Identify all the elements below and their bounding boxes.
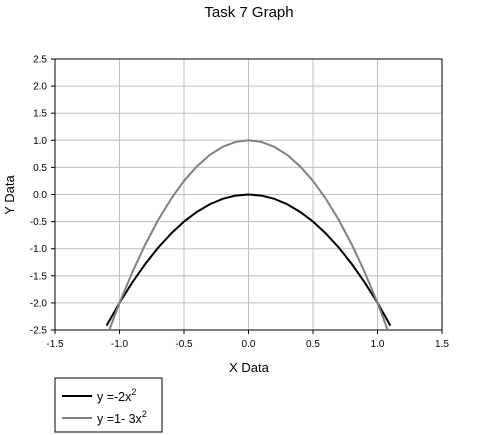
y-tick-label: -0.5: [30, 217, 48, 228]
legend-label-text: y =-2x: [97, 390, 132, 404]
y-tick-label: -2.0: [30, 298, 48, 309]
legend-label-1: y =-2x2: [97, 387, 136, 404]
legend-label-superscript: 2: [142, 409, 147, 419]
y-tick-label: 2.5: [33, 55, 47, 66]
legend-label-text: y =1- 3x: [97, 412, 143, 426]
series-line-1: [105, 193, 392, 327]
series-group: [105, 139, 392, 330]
x-axis: -1.5 -1.0 -0.5 0.0 0.5 1.0 1.5: [46, 330, 449, 350]
y-tick-label: -1.5: [30, 271, 48, 282]
y-tick-label: -1.0: [30, 244, 48, 255]
x-tick-label: -1.5: [46, 339, 64, 350]
y-axis-label: Y Data: [2, 174, 17, 214]
series-line-2: [108, 139, 389, 330]
y-tick-label: 0.5: [33, 163, 47, 174]
legend-label-superscript: 2: [131, 387, 136, 397]
y-tick-label: -2.5: [30, 326, 48, 337]
x-tick-label: -1.0: [111, 339, 129, 350]
x-tick-label: 0.0: [242, 339, 256, 350]
y-axis: 2.5 2.0 1.5 1.0 0.5 0.0 -0.5 -1.0 -1.5 -2.0 -2.5: [30, 55, 55, 337]
y-tick-label: 1.0: [33, 136, 47, 147]
chart-title: Task 7 Graph: [204, 4, 293, 21]
x-axis-label: X Data: [229, 360, 270, 375]
y-tick-label: 1.5: [33, 109, 47, 120]
x-tick-label: 1.5: [435, 339, 449, 350]
y-tick-label: 0.0: [33, 190, 47, 201]
x-tick-label: -0.5: [175, 339, 193, 350]
x-tick-label: 0.5: [306, 339, 320, 350]
legend-label-2: y =1- 3x2: [97, 409, 147, 426]
x-tick-label: 1.0: [371, 339, 385, 350]
y-tick-label: 2.0: [33, 82, 47, 93]
legend-box: [54, 377, 163, 433]
